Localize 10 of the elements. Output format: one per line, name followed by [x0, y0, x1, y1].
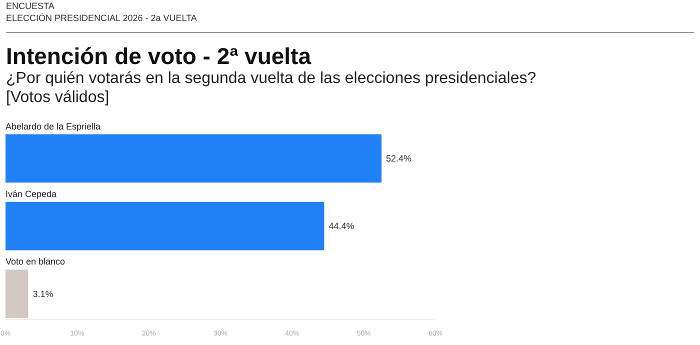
data-label: 3.1%	[32, 288, 54, 299]
y-tick-label: Abelardo de la Espriella	[6, 121, 101, 132]
y-tick-label: Iván Cepeda	[6, 189, 57, 200]
data-label: 44.4%	[328, 221, 354, 232]
chart-title: Intención de voto - 2ª vuelta	[6, 43, 312, 69]
text: ENCUESTA	[6, 0, 56, 12]
y-tick-label: Voto en blanco	[6, 256, 66, 267]
text: ELECCIÓN PRESIDENCIAL 2026 - 2a VUELTA	[6, 12, 198, 24]
data-label: 52.4%	[386, 153, 412, 164]
chart-subtitle: ¿Por quién votarás en la segunda vuelta de las elecciones presidenciales? [Votos válidos]	[6, 69, 538, 107]
